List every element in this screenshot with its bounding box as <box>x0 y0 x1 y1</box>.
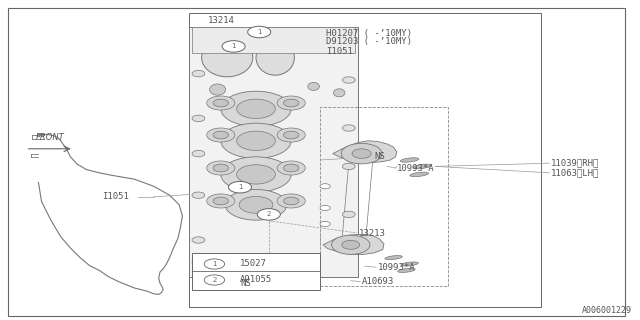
Circle shape <box>341 143 382 164</box>
Bar <box>189 27 358 277</box>
Ellipse shape <box>413 164 432 169</box>
Circle shape <box>207 161 235 175</box>
Ellipse shape <box>400 158 419 162</box>
Circle shape <box>204 275 225 285</box>
Polygon shape <box>323 234 384 254</box>
Circle shape <box>352 149 371 158</box>
Circle shape <box>213 99 228 107</box>
Circle shape <box>320 205 330 211</box>
Bar <box>192 253 320 290</box>
Bar <box>192 27 355 53</box>
Circle shape <box>221 157 291 192</box>
Text: 15027: 15027 <box>240 260 267 268</box>
Circle shape <box>342 211 355 218</box>
Circle shape <box>284 164 299 172</box>
Circle shape <box>332 235 370 254</box>
Circle shape <box>221 123 291 158</box>
Bar <box>320 107 448 286</box>
Circle shape <box>207 128 235 142</box>
Text: 13213: 13213 <box>358 229 385 238</box>
Circle shape <box>342 77 355 83</box>
Text: 2: 2 <box>212 277 216 283</box>
Text: A006001229: A006001229 <box>582 306 632 315</box>
Ellipse shape <box>333 89 345 97</box>
Text: 1: 1 <box>237 184 243 190</box>
Text: 1: 1 <box>231 44 236 49</box>
Circle shape <box>207 194 235 208</box>
Circle shape <box>237 131 275 150</box>
Circle shape <box>342 125 355 131</box>
Bar <box>189 13 541 307</box>
Circle shape <box>239 196 273 213</box>
Text: A10693: A10693 <box>362 277 394 286</box>
Circle shape <box>192 192 205 198</box>
Circle shape <box>320 184 330 189</box>
Text: 10993*A: 10993*A <box>378 263 415 272</box>
Ellipse shape <box>410 172 429 177</box>
Circle shape <box>192 115 205 122</box>
Circle shape <box>192 259 205 266</box>
Circle shape <box>213 197 228 205</box>
Circle shape <box>225 189 287 220</box>
Text: D91203 ( -’10MY): D91203 ( -’10MY) <box>326 37 412 46</box>
Ellipse shape <box>210 84 226 95</box>
Circle shape <box>277 128 305 142</box>
Text: 11063〈LH〉: 11063〈LH〉 <box>550 168 599 177</box>
Circle shape <box>342 163 355 170</box>
Circle shape <box>237 99 275 118</box>
Circle shape <box>320 221 330 227</box>
Circle shape <box>277 194 305 208</box>
Text: 1: 1 <box>212 261 217 267</box>
Circle shape <box>257 209 280 220</box>
Circle shape <box>213 131 228 139</box>
Circle shape <box>221 91 291 126</box>
Circle shape <box>192 237 205 243</box>
Circle shape <box>277 96 305 110</box>
Circle shape <box>192 150 205 157</box>
Text: 13214: 13214 <box>208 16 235 25</box>
Polygon shape <box>333 141 397 163</box>
Circle shape <box>228 181 252 193</box>
Text: H01207 ( -’10MY): H01207 ( -’10MY) <box>326 29 412 38</box>
Ellipse shape <box>401 262 419 266</box>
Text: 10993*A: 10993*A <box>397 164 435 172</box>
Text: NS: NS <box>374 152 385 161</box>
Text: 1: 1 <box>257 29 262 35</box>
Text: NS: NS <box>240 279 251 288</box>
Ellipse shape <box>397 268 415 272</box>
Text: 2: 2 <box>267 212 271 217</box>
Ellipse shape <box>256 40 294 75</box>
Ellipse shape <box>308 83 319 91</box>
Text: I1051: I1051 <box>326 47 353 56</box>
Circle shape <box>213 164 228 172</box>
Circle shape <box>192 70 205 77</box>
Circle shape <box>207 96 235 110</box>
Circle shape <box>284 99 299 107</box>
Ellipse shape <box>385 256 403 260</box>
Circle shape <box>284 131 299 139</box>
Circle shape <box>237 165 275 184</box>
Ellipse shape <box>202 38 253 77</box>
Circle shape <box>342 240 360 249</box>
Circle shape <box>222 41 245 52</box>
Text: FRONT: FRONT <box>36 133 64 142</box>
Circle shape <box>284 197 299 205</box>
Text: 11039〈RH〉: 11039〈RH〉 <box>550 159 599 168</box>
Text: A91055: A91055 <box>240 276 272 284</box>
Circle shape <box>248 26 271 38</box>
Text: I1051: I1051 <box>102 192 129 201</box>
Circle shape <box>277 161 305 175</box>
Circle shape <box>204 259 225 269</box>
